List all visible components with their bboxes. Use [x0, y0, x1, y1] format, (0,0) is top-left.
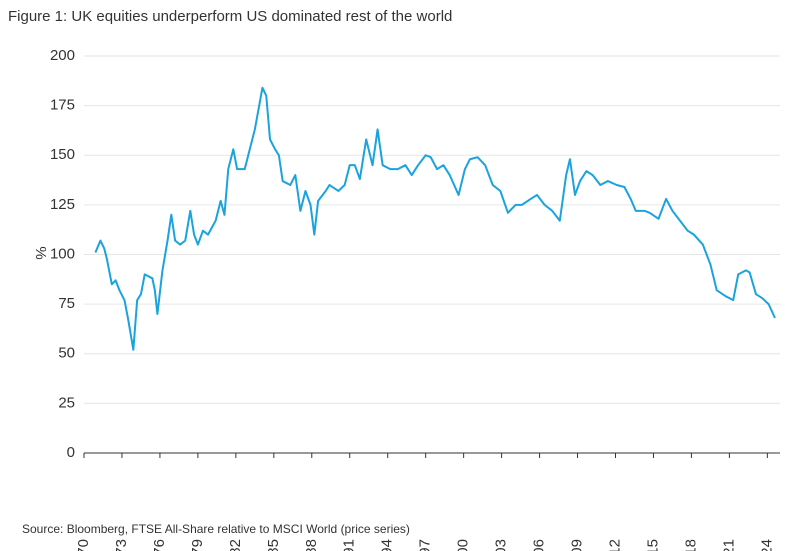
x-tick-label: 1985 [265, 539, 282, 551]
y-tick-label: 200 [50, 47, 75, 64]
y-axis-label: % [32, 246, 49, 259]
x-tick-label: 1994 [379, 539, 396, 551]
x-tick-label: 2024 [758, 539, 775, 551]
x-tick-label: 1991 [341, 539, 358, 551]
x-tick-label: 2009 [568, 539, 585, 551]
x-tick-label: 2012 [606, 539, 623, 551]
y-tick-label: 150 [50, 146, 75, 163]
x-tick-label: 2000 [455, 539, 472, 551]
y-tick-label: 100 [50, 245, 75, 262]
source-note: Source: Bloomberg, FTSE All-Share relati… [22, 522, 410, 536]
y-tick-label: 0 [67, 444, 75, 461]
x-tick-label: 1988 [303, 539, 320, 551]
y-tick-label: 125 [50, 196, 75, 213]
data-line [94, 86, 776, 351]
x-tick-label: 2015 [644, 539, 661, 551]
y-tick-label: 175 [50, 97, 75, 114]
x-tick-label: 2003 [493, 539, 510, 551]
x-tick-label: 1982 [227, 539, 244, 551]
x-tick-label: 1970 [75, 539, 92, 551]
x-tick-label: 1976 [151, 539, 168, 551]
chart-title: Figure 1: UK equities underperform US do… [8, 8, 452, 25]
x-tick-label: 2021 [720, 539, 737, 551]
y-tick-label: 75 [58, 295, 75, 312]
y-tick-label: 50 [58, 345, 75, 362]
x-tick-label: 2018 [682, 539, 699, 551]
x-tick-label: 2006 [531, 539, 548, 551]
x-tick-label: 1973 [113, 539, 130, 551]
x-tick-label: 1979 [189, 539, 206, 551]
x-tick-label: 1997 [417, 539, 434, 551]
y-tick-label: 25 [58, 394, 75, 411]
